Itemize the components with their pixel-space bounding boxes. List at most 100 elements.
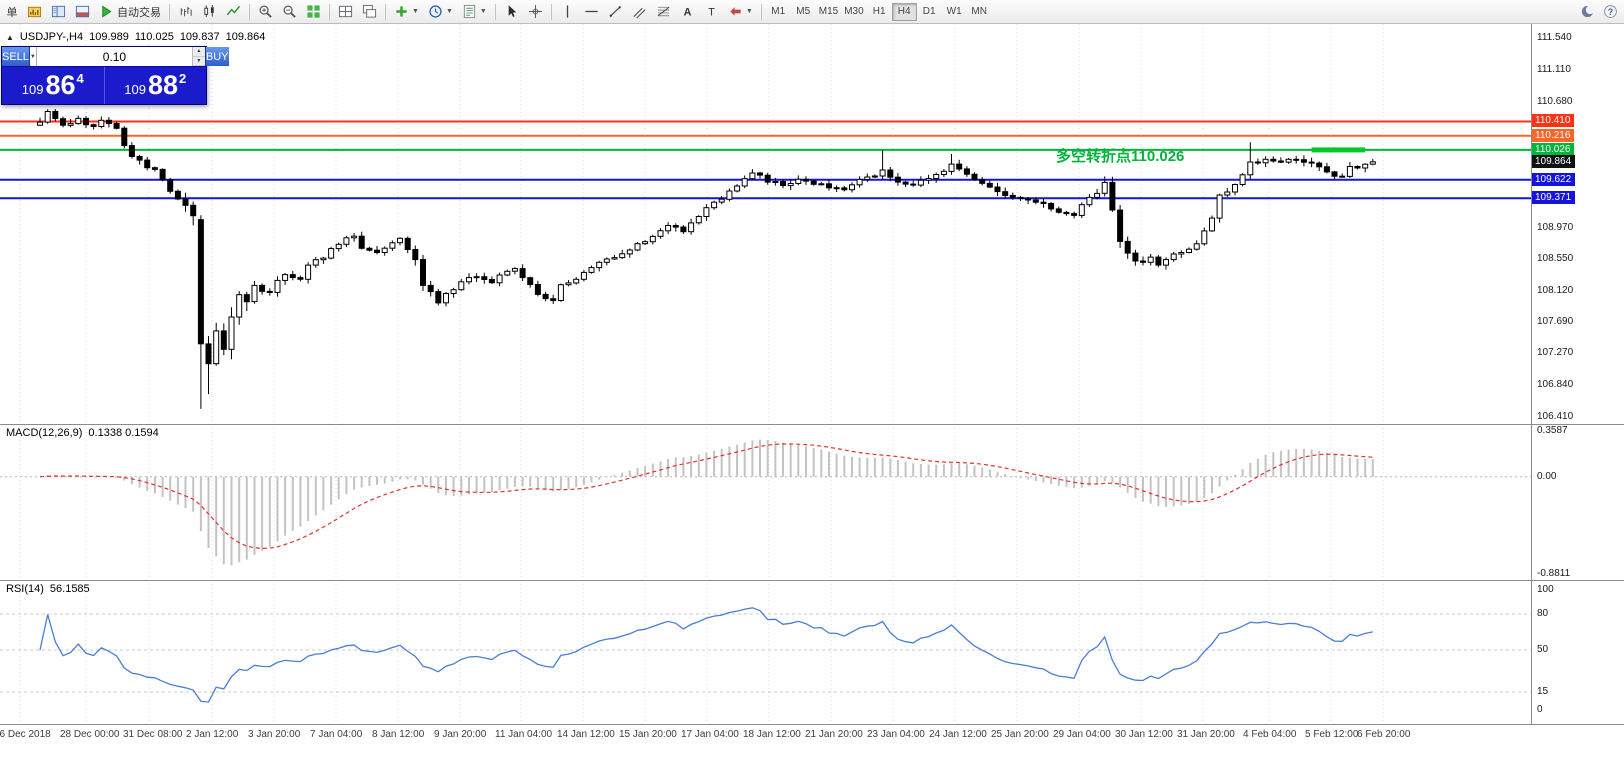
time-axis-label: 28 Dec 00:00 — [60, 729, 120, 740]
price-scale-tick: 107.270 — [1537, 347, 1574, 359]
time-axis-label: 25 Jan 20:00 — [991, 729, 1049, 740]
volume-spinner[interactable]: ▲ ▼ — [191, 47, 205, 66]
ask-prefix: 109 — [124, 82, 146, 97]
timeframe-m30[interactable]: M30 — [844, 6, 864, 17]
plus-green-icon — [394, 4, 409, 19]
price-scale-tick: 106.840 — [1537, 379, 1574, 391]
time-axis-label: 31 Jan 20:00 — [1177, 729, 1235, 740]
chart-workspace: ▲ USDJPY-,H4 109.989 110.025 109.837 109… — [0, 24, 1624, 768]
time-axis-label: 11 Jan 04:00 — [495, 729, 553, 740]
support-line-tag-1: 109.622 — [1532, 172, 1576, 186]
charts-button[interactable] — [23, 2, 46, 22]
notifications-button[interactable] — [1576, 2, 1599, 22]
timeframe-m1[interactable]: M1 — [771, 6, 786, 17]
volume-dropdown-icon[interactable]: ▼ — [29, 47, 37, 66]
trade-panel-collapse-icon[interactable]: ▲ — [6, 32, 14, 42]
macd-scale-min: -0.8811 — [1537, 568, 1571, 579]
pivot-annotation[interactable]: 多空转折点110.026 — [1056, 148, 1185, 165]
timeframe-m15[interactable]: M15 — [818, 6, 839, 17]
timeframe-mn[interactable]: MN — [971, 6, 987, 17]
time-axis-label: 15 Jan 20:00 — [619, 729, 677, 740]
macd-values: 0.1338 0.1594 — [88, 427, 159, 439]
toolbar-separator — [385, 3, 386, 20]
spinner-down-icon[interactable]: ▼ — [192, 56, 205, 66]
periods-button[interactable]: ▼ — [424, 2, 457, 22]
caret-down-icon: ▼ — [745, 8, 753, 15]
arrange-windows-button[interactable] — [302, 2, 325, 22]
arrows-icon — [728, 4, 743, 19]
tile-windows-button[interactable] — [334, 2, 357, 22]
buy-button[interactable]: BUY — [204, 47, 229, 66]
price-scale-tick: 110.680 — [1537, 95, 1573, 107]
candlestick-chart-button[interactable] — [198, 2, 221, 22]
bid-big-digits: 86 — [45, 70, 76, 100]
line-chart-button[interactable] — [222, 2, 245, 22]
bid-price[interactable]: 109 86 4 — [2, 67, 105, 104]
volume-input[interactable] — [36, 47, 192, 66]
bars-icon — [178, 4, 193, 19]
cascade-windows-button[interactable] — [358, 2, 381, 22]
fibonacci-retracement-button[interactable] — [652, 2, 675, 22]
horizontal-line-button[interactable] — [580, 2, 603, 22]
timeframe-h4[interactable]: H4 — [891, 2, 917, 21]
svg-text:T: T — [708, 6, 715, 18]
zoom-in-icon — [258, 4, 273, 19]
timeframe-d1[interactable]: D1 — [922, 6, 936, 17]
navigator-button[interactable] — [47, 2, 70, 22]
timeframe-h1[interactable]: H1 — [872, 6, 886, 17]
caret-down-icon: ▼ — [479, 8, 487, 15]
arrows-button[interactable]: ▼ — [724, 2, 757, 22]
trendline-button[interactable] — [604, 2, 627, 22]
price-scale-tick: 111.110 — [1537, 63, 1571, 75]
new-order-button[interactable]: 单 — [2, 2, 22, 22]
new-order-label: 单 — [6, 6, 18, 19]
rsi-scale-tick: 100 — [1537, 584, 1554, 595]
price-scale-tick: 107.690 — [1537, 316, 1574, 328]
zoom-out-button[interactable] — [278, 2, 301, 22]
terminal-button[interactable] — [71, 2, 94, 22]
hline-icon — [584, 4, 599, 19]
toolbar-separator — [550, 3, 552, 20]
toolbar-separator — [494, 3, 496, 20]
time-axis-label: 4 Feb 04:00 — [1243, 729, 1297, 740]
vertical-line-button[interactable] — [556, 2, 579, 22]
time-axis-label: 24 Jan 12:00 — [929, 729, 987, 740]
candles-icon — [202, 4, 217, 19]
chart-canvas[interactable] — [0, 24, 1624, 768]
resistance-line-tag-2: 110.216 — [1532, 128, 1575, 142]
navigator-icon — [51, 4, 66, 19]
autotrading-label: 自动交易 — [117, 6, 161, 19]
price-scale-tick: 108.120 — [1537, 284, 1574, 296]
caret-down-icon: ▼ — [412, 8, 419, 15]
equidistant-channel-button[interactable] — [628, 2, 651, 22]
cascade-icon — [362, 4, 377, 19]
crosshair-button[interactable] — [524, 2, 547, 22]
indicators-button[interactable]: ▼ — [390, 2, 423, 22]
autotrading-button[interactable]: 自动交易 — [95, 2, 165, 22]
spinner-up-icon[interactable]: ▲ — [192, 47, 205, 57]
zoom-in-button[interactable] — [254, 2, 277, 22]
time-axis-label: 17 Jan 04:00 — [681, 729, 739, 740]
text-button[interactable]: A — [676, 2, 699, 22]
price-scale[interactable]: 111.540 111.110 110.680 108.970 108.550 108.1… — [1532, 24, 1624, 726]
rsi-name: RSI(14) — [6, 583, 44, 595]
sell-button[interactable]: SELL — [2, 47, 30, 66]
timeframe-w1[interactable]: W1 — [946, 6, 962, 17]
rsi-scale-tick: 0 — [1537, 704, 1543, 715]
templates-button[interactable]: ▼ — [458, 2, 491, 22]
time-axis-label: 2 Jan 12:00 — [186, 729, 239, 740]
timeframe-m5[interactable]: M5 — [796, 6, 811, 17]
cursor-button[interactable] — [500, 2, 523, 22]
vline-icon — [560, 4, 575, 19]
bar-chart-button[interactable] — [174, 2, 197, 22]
ask-price[interactable]: 109 88 2 — [105, 67, 207, 104]
toolbar-separator — [249, 3, 250, 20]
toolbar-separator — [329, 3, 330, 20]
text-label-button[interactable]: T — [700, 2, 723, 22]
time-axis-label: 8 Jan 12:00 — [372, 729, 425, 740]
price-scale-tick: 111.540 — [1537, 32, 1572, 43]
clock-icon — [428, 4, 443, 19]
terminal-icon — [75, 4, 90, 19]
help-button[interactable]: ? — [1599, 2, 1622, 22]
